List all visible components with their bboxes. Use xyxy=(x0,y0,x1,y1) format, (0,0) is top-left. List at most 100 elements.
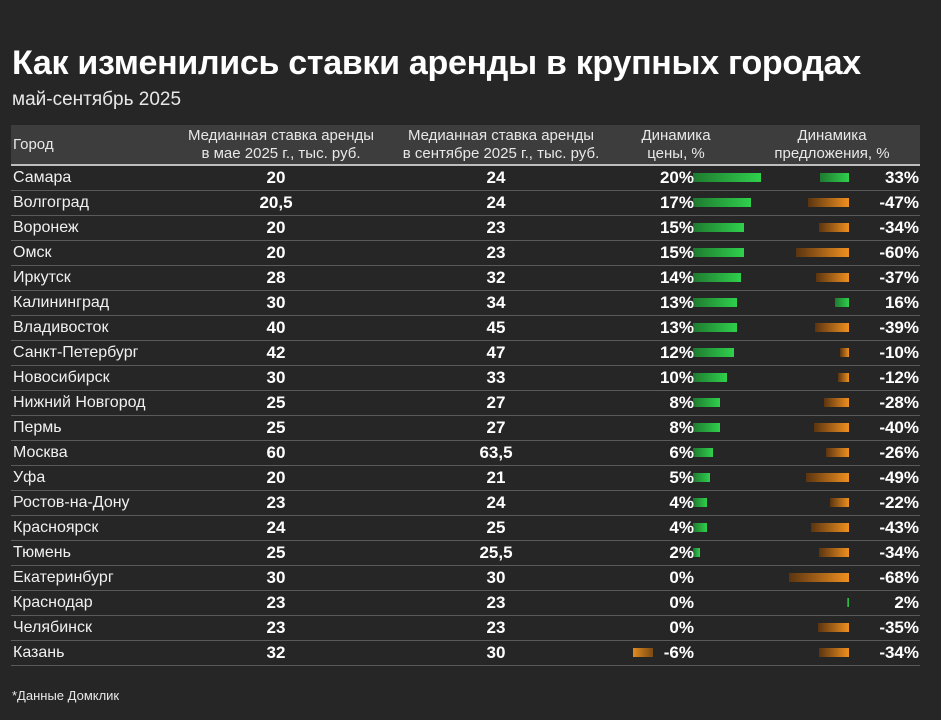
table-row: Челябинск 23 23 0% -35% xyxy=(11,616,920,641)
supply-change-bar xyxy=(824,398,849,407)
price-change-label: 0% xyxy=(669,593,694,612)
supply-change-bar xyxy=(807,198,849,207)
city-name: Санкт-Петербург xyxy=(13,344,139,361)
price-change-label: 6% xyxy=(669,443,694,462)
city-name: Самара xyxy=(13,169,72,186)
city-name: Калининград xyxy=(13,294,110,311)
supply-change-bar xyxy=(811,523,849,532)
table-row: Уфа 20 21 5% -49% xyxy=(11,466,920,491)
rate-may: 60 xyxy=(266,443,286,462)
supply-change-label: 33% xyxy=(884,168,919,187)
supply-change-label: -12% xyxy=(879,368,919,387)
price-change-label: 0% xyxy=(669,618,694,637)
price-change-label: 17% xyxy=(659,193,694,212)
rate-september: 27 xyxy=(486,418,506,437)
header-may: Медианная ставка аренды в мае 2025 г., т… xyxy=(171,127,391,163)
supply-change-bar xyxy=(838,373,849,382)
table-header: Город Медианная ставка аренды в мае 2025… xyxy=(11,125,920,166)
supply-change-bar xyxy=(834,298,849,307)
supply-change-bar xyxy=(826,448,849,457)
price-change-label: -6% xyxy=(663,643,694,662)
city-name: Новосибирск xyxy=(13,369,110,386)
table-row: Новосибирск 30 33 10% -12% xyxy=(11,366,920,391)
supply-change-bar xyxy=(796,248,849,257)
supply-change-label: -37% xyxy=(879,268,919,287)
table-row: Екатеринбург 30 30 0% -68% xyxy=(11,566,920,591)
table-row: Омск 20 23 15% -60% xyxy=(11,241,920,266)
rate-may: 25 xyxy=(266,393,286,412)
city-name: Челябинск xyxy=(13,619,92,636)
price-change-bar xyxy=(693,373,727,382)
rate-may: 24 xyxy=(266,518,286,537)
rate-september: 32 xyxy=(486,268,506,287)
header-sep-line1: Медианная ставка аренды xyxy=(407,127,595,144)
rate-september: 47 xyxy=(486,343,506,362)
rate-may: 23 xyxy=(266,493,286,512)
rate-may: 30 xyxy=(266,368,286,387)
price-change-bar xyxy=(693,348,734,357)
rate-may: 20,5 xyxy=(259,193,293,212)
rate-may: 23 xyxy=(266,618,286,637)
table-row: Ростов-на-Дону 23 24 4% -22% xyxy=(11,491,920,516)
supply-change-bar xyxy=(819,648,849,657)
table-row: Нижний Новгород 25 27 8% -28% xyxy=(11,391,920,416)
rate-may: 42 xyxy=(266,343,286,362)
supply-change-bar xyxy=(840,348,849,357)
rate-may: 32 xyxy=(266,643,286,662)
city-name: Уфа xyxy=(13,469,46,486)
header-price-line2: цены, % xyxy=(647,145,705,162)
supply-change-label: 16% xyxy=(884,293,919,312)
price-change-label: 4% xyxy=(669,493,694,512)
table-row: Тюмень 25 25,5 2% -34% xyxy=(11,541,920,566)
rate-september: 34 xyxy=(486,293,506,312)
rate-september: 30 xyxy=(486,643,506,662)
rate-may: 25 xyxy=(266,418,286,437)
city-name: Москва xyxy=(13,444,68,461)
price-change-bar xyxy=(693,173,761,182)
price-change-label: 14% xyxy=(659,268,694,287)
rate-september: 24 xyxy=(486,168,506,187)
rate-september: 63,5 xyxy=(479,443,513,462)
rate-september: 33 xyxy=(486,368,506,387)
supply-change-label: -47% xyxy=(879,193,919,212)
city-name: Тюмень xyxy=(13,544,71,561)
table-row: Воронеж 20 23 15% -34% xyxy=(11,216,920,241)
supply-change-label: -60% xyxy=(879,243,919,262)
supply-change-bar xyxy=(819,173,849,182)
rate-september: 21 xyxy=(486,468,506,487)
rate-may: 20 xyxy=(266,468,286,487)
header-may-line2: в мае 2025 г., тыс. руб. xyxy=(201,145,361,162)
supply-change-label: -40% xyxy=(879,418,919,437)
supply-change-bar xyxy=(813,423,849,432)
table-row: Краснодар 23 23 0% 2% xyxy=(11,591,920,616)
price-change-bar xyxy=(693,548,700,557)
price-change-label: 15% xyxy=(659,243,694,262)
city-name: Краснодар xyxy=(13,594,93,611)
city-name: Омск xyxy=(13,244,52,261)
supply-change-label: -34% xyxy=(879,643,919,662)
price-change-bar xyxy=(632,648,653,657)
table-row: Красноярск 24 25 4% -43% xyxy=(11,516,920,541)
header-price-line1: Динамика xyxy=(641,127,711,144)
price-change-label: 2% xyxy=(669,543,694,562)
table-row: Иркутск 28 32 14% -37% xyxy=(11,266,920,291)
rate-september: 30 xyxy=(486,568,506,587)
supply-change-bar xyxy=(829,498,849,507)
table-row: Самара 20 24 20% 33% xyxy=(11,166,920,191)
header-sep-line2: в сентябре 2025 г., тыс. руб. xyxy=(402,145,600,162)
city-name: Екатеринбург xyxy=(13,569,114,586)
city-name: Пермь xyxy=(13,419,62,436)
chart-subtitle: май-сентябрь 2025 xyxy=(12,89,182,110)
price-change-label: 8% xyxy=(669,418,694,437)
supply-change-label: 2% xyxy=(894,593,919,612)
price-change-label: 0% xyxy=(669,568,694,587)
price-change-label: 4% xyxy=(669,518,694,537)
price-change-label: 8% xyxy=(669,393,694,412)
supply-change-bar xyxy=(816,273,849,282)
price-change-bar xyxy=(693,198,751,207)
supply-change-label: -34% xyxy=(879,543,919,562)
rate-may: 20 xyxy=(266,243,286,262)
chart-title: Как изменились ставки аренды в крупных г… xyxy=(12,44,861,82)
table-row: Казань 32 30 -6% -34% xyxy=(11,641,920,666)
supply-change-label: -10% xyxy=(879,343,919,362)
